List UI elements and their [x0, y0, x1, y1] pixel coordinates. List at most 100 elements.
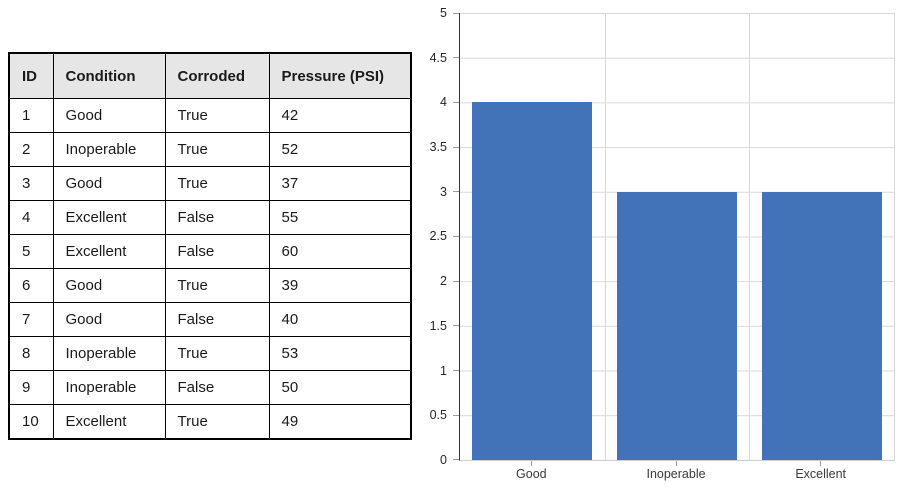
y-tick-mark	[453, 325, 459, 327]
table-cell: Inoperable	[52, 132, 166, 167]
plot-area	[459, 13, 895, 461]
y-tick-label: 4	[440, 95, 447, 110]
bar-cell	[605, 13, 750, 460]
x-axis-ticks	[459, 461, 893, 466]
bar-cell	[749, 13, 894, 460]
bar-cell	[460, 13, 605, 460]
bar-excellent	[761, 191, 882, 460]
x-tick-mark	[530, 461, 532, 466]
y-tick-mark	[453, 280, 459, 282]
table-header-cell: ID	[8, 52, 54, 99]
y-tick-label: 0	[440, 452, 447, 467]
table-cell: Inoperable	[52, 336, 166, 371]
y-tick-mark	[453, 459, 459, 461]
table-cell: Good	[52, 98, 166, 133]
table-cell: 60	[268, 234, 412, 269]
table-cell: True	[164, 336, 270, 371]
pipe-data-table: ID Condition Corroded Pressure (PSI) 1 Good T…	[8, 52, 412, 440]
table-cell: True	[164, 166, 270, 201]
table-cell: Good	[52, 302, 166, 337]
bar-inoperable	[616, 191, 738, 460]
x-axis-labels: Good Inoperable Excellent	[459, 467, 893, 481]
table-cell: 7	[8, 302, 54, 337]
y-tick-label: 2	[440, 274, 447, 289]
table-cell: True	[164, 132, 270, 167]
table-cell: Excellent	[52, 404, 166, 440]
y-tick-label: 2.5	[429, 229, 447, 244]
table-cell: 3	[8, 166, 54, 201]
table-row: 8 Inoperable True 53	[8, 336, 412, 371]
table-cell: 53	[268, 336, 412, 371]
x-category-label: Inoperable	[646, 467, 706, 481]
table-cell: 42	[268, 98, 412, 133]
y-tick-mark	[453, 370, 459, 371]
y-tick-label: 5	[440, 6, 447, 20]
bar-good	[472, 102, 593, 460]
table-cell: 2	[8, 132, 54, 167]
table-row: 3 Good True 37	[8, 166, 412, 201]
table-cell: Excellent	[52, 200, 166, 235]
table-cell: Good	[52, 268, 166, 303]
table-cell: True	[164, 98, 270, 133]
table-cell: 49	[268, 404, 412, 440]
y-tick-label: 1.5	[429, 318, 447, 333]
table-cell: Good	[52, 166, 166, 201]
y-tick-label: 3.5	[429, 140, 447, 155]
table-row: 10 Excellent True 49	[8, 404, 412, 440]
table-header-cell: Corroded	[164, 52, 270, 99]
table-cell: 1	[8, 98, 54, 133]
bars-row	[460, 13, 894, 460]
table-cell: True	[164, 268, 270, 303]
table-row: 4 Excellent False 55	[8, 200, 412, 235]
y-tick-mark	[453, 57, 459, 59]
y-tick-mark	[453, 12, 459, 14]
table-cell: 8	[8, 336, 54, 371]
x-category-label: Good	[516, 467, 547, 481]
table-cell: 50	[268, 370, 412, 405]
table-cell: 40	[268, 302, 412, 337]
x-tick-mark	[675, 461, 677, 466]
table-cell: 6	[8, 268, 54, 303]
table-cell: 37	[268, 166, 412, 201]
y-tick-label: 4.5	[429, 50, 447, 65]
x-tick-mark	[820, 461, 822, 466]
y-tick-label: 1	[440, 363, 447, 378]
table-row: 1 Good True 42	[8, 98, 412, 133]
table-cell: False	[164, 302, 270, 337]
y-tick-mark	[453, 191, 459, 193]
y-tick-label: 0.5	[429, 408, 447, 423]
x-tick-cell	[459, 461, 604, 466]
table-cell: 9	[8, 370, 54, 405]
table-cell: False	[164, 234, 270, 269]
x-tick-cell	[748, 461, 893, 466]
y-tick-label: 3	[440, 184, 447, 199]
x-tick-cell	[604, 461, 749, 466]
y-tick-mark	[453, 101, 459, 103]
table-cell: Excellent	[52, 234, 166, 269]
table-body: 1 Good True 42 2 Inoperable True 52 3 Good True 37 4…	[8, 98, 412, 440]
vertical-gridline	[604, 13, 606, 460]
table-cell: False	[164, 200, 270, 235]
table-cell: 5	[8, 234, 54, 269]
table-cell: True	[164, 404, 270, 440]
table-cell: False	[164, 370, 270, 405]
table-header-row: ID Condition Corroded Pressure (PSI)	[8, 52, 412, 99]
table-cell: 4	[8, 200, 54, 235]
table-row: 2 Inoperable True 52	[8, 132, 412, 167]
vertical-gridline	[749, 13, 751, 460]
table-header-cell: Pressure (PSI)	[268, 52, 412, 99]
table-cell: 52	[268, 132, 412, 167]
y-tick-mark	[453, 414, 459, 416]
table-row: 6 Good True 39	[8, 268, 412, 303]
table-row: 7 Good False 40	[8, 302, 412, 337]
y-tick-mark	[453, 235, 459, 237]
table-cell: 10	[8, 404, 54, 440]
y-tick-mark	[453, 146, 459, 148]
table-header-cell: Condition	[52, 52, 166, 99]
table-row: 9 Inoperable False 50	[8, 370, 412, 405]
table-cell: 55	[268, 200, 412, 235]
table-cell: 39	[268, 268, 412, 303]
x-category-label: Excellent	[795, 467, 847, 481]
table-cell: Inoperable	[52, 370, 166, 405]
